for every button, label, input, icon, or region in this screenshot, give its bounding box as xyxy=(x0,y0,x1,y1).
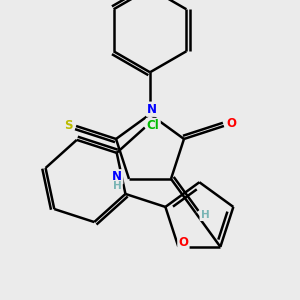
Text: N: N xyxy=(147,103,157,116)
Text: H: H xyxy=(113,182,122,191)
Text: O: O xyxy=(178,236,188,249)
Text: S: S xyxy=(64,119,73,133)
Text: Cl: Cl xyxy=(147,119,160,132)
Text: N: N xyxy=(112,170,122,183)
Text: H: H xyxy=(201,210,209,220)
Text: O: O xyxy=(226,117,236,130)
